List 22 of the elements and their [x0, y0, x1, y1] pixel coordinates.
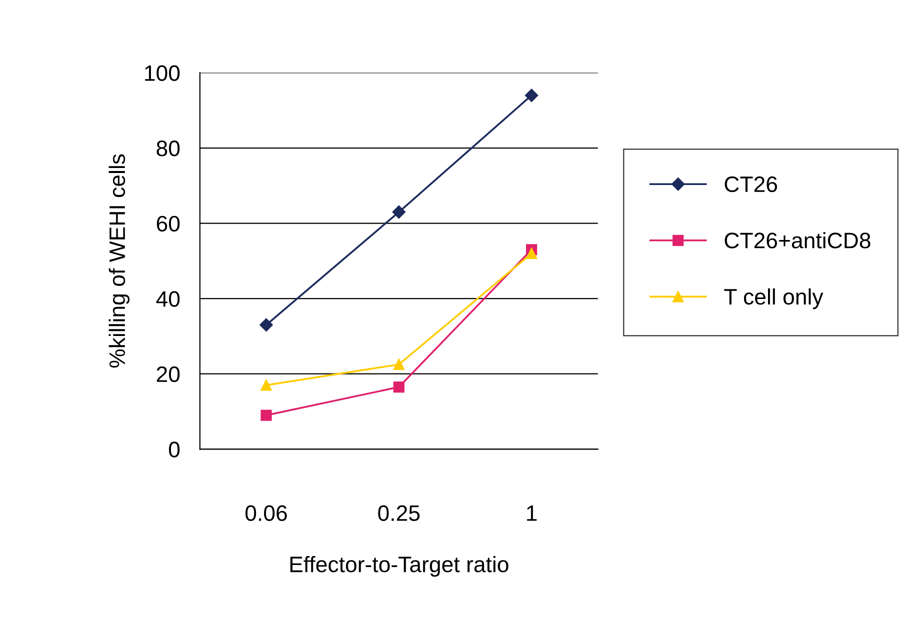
- point: [393, 358, 404, 370]
- y-axis-title: %killing of WEHI cells: [108, 154, 130, 368]
- legend-label: CT26+antiCD8: [724, 232, 870, 248]
- y-tick-label: 80: [156, 140, 180, 156]
- y-tick-label: 60: [156, 216, 180, 232]
- point: [526, 248, 538, 259]
- point: [393, 381, 404, 393]
- point: [392, 205, 406, 219]
- point: [260, 318, 273, 332]
- x-tick-label: 1: [527, 506, 537, 521]
- point: [524, 88, 538, 102]
- point: [260, 380, 272, 391]
- y-tick-label: 0: [168, 442, 180, 458]
- point: [260, 410, 272, 421]
- legend-label: T cell only: [724, 288, 824, 310]
- x-axis-title: Effector-to-Target ratio: [290, 556, 508, 577]
- y-tick-label: 20: [156, 366, 180, 382]
- x-tick-label: 0.25: [378, 505, 420, 522]
- y-tick-label: 100: [145, 65, 180, 82]
- x-tick-label: 0.06: [245, 505, 287, 522]
- y-tick-label: 40: [156, 291, 180, 307]
- legend-label: CT26: [724, 176, 778, 192]
